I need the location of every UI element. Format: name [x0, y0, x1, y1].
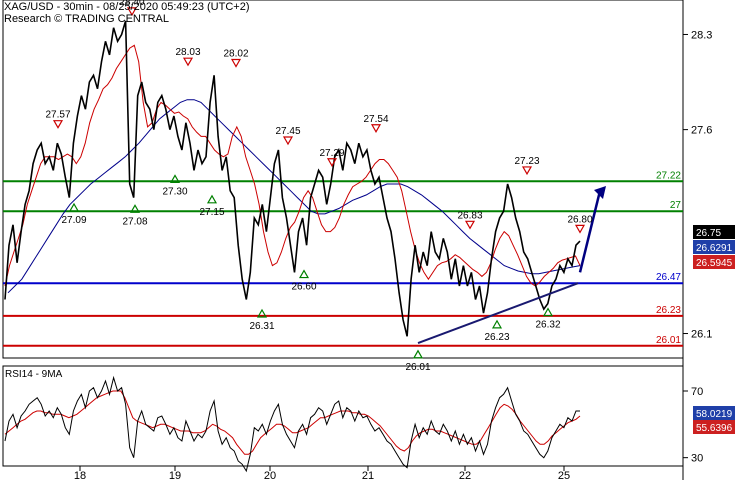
triangle-down-icon: [126, 7, 138, 17]
triangle-down-icon: [464, 220, 476, 230]
rsi-ytick-label-1: 30: [691, 453, 703, 465]
triangle-up-icon: [542, 307, 554, 317]
annotation-label-11: 27.08: [122, 216, 147, 227]
rsi-panel-title: RSI14 - 9MA: [5, 369, 63, 380]
xtick-label-5: 25: [558, 470, 570, 480]
level-label-0: 27.22: [656, 170, 681, 181]
pivot-annotations: 27.57 28.40 28.03 28.02 27.45 27.29 27.54 26.83…: [45, 0, 592, 373]
rsi-panel: RSI14 - 9MA 70 30 58.0219 55.6396: [4, 369, 735, 473]
axes-group: 28.3 27.6 26.1 18 19 20 21 22 25: [74, 29, 713, 480]
price-ytick-label-2: 26.1: [691, 329, 712, 341]
annotation-label-9: 26.80: [567, 214, 592, 225]
price-line: [4, 20, 581, 337]
triangle-down-icon: [182, 57, 194, 67]
triangle-down-icon: [521, 166, 533, 176]
price-tag-label-2: 26.5945: [696, 258, 733, 269]
price-tag-box-2: [693, 255, 735, 269]
triangle-up-icon: [169, 174, 181, 184]
annotation-label-6: 27.54: [363, 114, 388, 125]
xtick-label-0: 18: [74, 470, 86, 480]
rsi-ma-line: [4, 390, 581, 455]
ma-fast-line: [4, 44, 581, 287]
level-label-2: 26.47: [656, 272, 681, 283]
xtick-label-1: 19: [169, 470, 181, 480]
annotation-label-13: 27.15: [199, 207, 224, 218]
chart-frame: [2, 0, 684, 480]
price-ytick-label-1: 27.6: [691, 125, 712, 137]
triangle-up-icon: [491, 319, 503, 329]
annotation-label-10: 27.09: [61, 215, 86, 226]
chart-title: XAG/USD - 30min - 08/25/2020 05:49:23 (U…: [4, 1, 250, 13]
ma-slow-line: [7, 99, 581, 294]
trendline-group: [417, 186, 606, 344]
price-tag-label-1: 26.6291: [696, 243, 733, 254]
xtick-label-3: 21: [362, 470, 374, 480]
triangle-down-icon: [370, 124, 382, 133]
triangle-down-icon: [230, 58, 242, 68]
price-ytick-label-0: 28.3: [691, 29, 712, 41]
triangle-up-icon: [256, 308, 268, 318]
triangle-down-icon: [282, 136, 294, 146]
annotation-label-8: 27.23: [514, 156, 539, 167]
triangle-up-icon: [129, 204, 141, 213]
annotation-label-0: 27.57: [45, 110, 70, 121]
triangle-down-icon: [52, 120, 64, 129]
xtick-label-4: 22: [459, 470, 471, 480]
rsi-tag-box-0: [693, 406, 735, 420]
annotation-label-17: 26.23: [484, 332, 509, 343]
triangle-up-icon: [206, 194, 218, 204]
price-series-group: [4, 20, 581, 337]
annotation-label-14: 26.60: [291, 282, 316, 293]
forecast-arrow-shaft: [578, 190, 602, 273]
annotation-label-3: 28.02: [223, 49, 248, 60]
price-tag-box-1: [693, 240, 735, 254]
triangle-down-icon: [326, 158, 338, 167]
annotation-label-4: 27.45: [275, 126, 300, 137]
annotation-label-1: 28.40: [119, 0, 144, 8]
annotation-label-12: 27.30: [162, 186, 187, 197]
chart-source: Research © TRADING CENTRAL: [4, 13, 169, 25]
annotation-label-2: 28.03: [175, 47, 200, 58]
ascending-trendline: [417, 282, 579, 344]
rsi-tag-label-1: 55.6396: [696, 423, 733, 434]
triangle-up-icon: [412, 349, 424, 359]
rsi-ytick-label-0: 70: [691, 386, 703, 398]
triangle-up-icon: [298, 269, 310, 279]
triangle-down-icon: [574, 224, 586, 234]
level-label-3: 26.23: [656, 305, 681, 316]
price-panel-frame: [2, 0, 684, 359]
xtick-label-2: 20: [264, 470, 276, 480]
price-tags: 26.75 26.6291 26.5945: [693, 225, 735, 269]
price-tag-box-0: [693, 225, 735, 239]
rsi-tag-label-0: 58.0219: [696, 409, 733, 420]
annotation-label-16: 26.01: [405, 362, 430, 373]
level-label-1: 27: [670, 200, 682, 211]
price-tag-label-0: 26.75: [696, 228, 721, 239]
triangle-up-icon: [68, 202, 80, 212]
rsi-line: [4, 375, 580, 473]
rsi-tag-box-1: [693, 420, 735, 434]
annotation-label-5: 27.29: [319, 148, 344, 159]
annotation-label-15: 26.31: [249, 321, 274, 332]
level-label-4: 26.01: [656, 335, 681, 346]
arrow-up-right-icon: [594, 186, 606, 199]
annotation-label-18: 26.32: [535, 320, 560, 331]
horizontal-levels: 27.22 27 26.47 26.23 26.01: [3, 170, 683, 347]
annotation-label-7: 26.83: [457, 210, 482, 221]
